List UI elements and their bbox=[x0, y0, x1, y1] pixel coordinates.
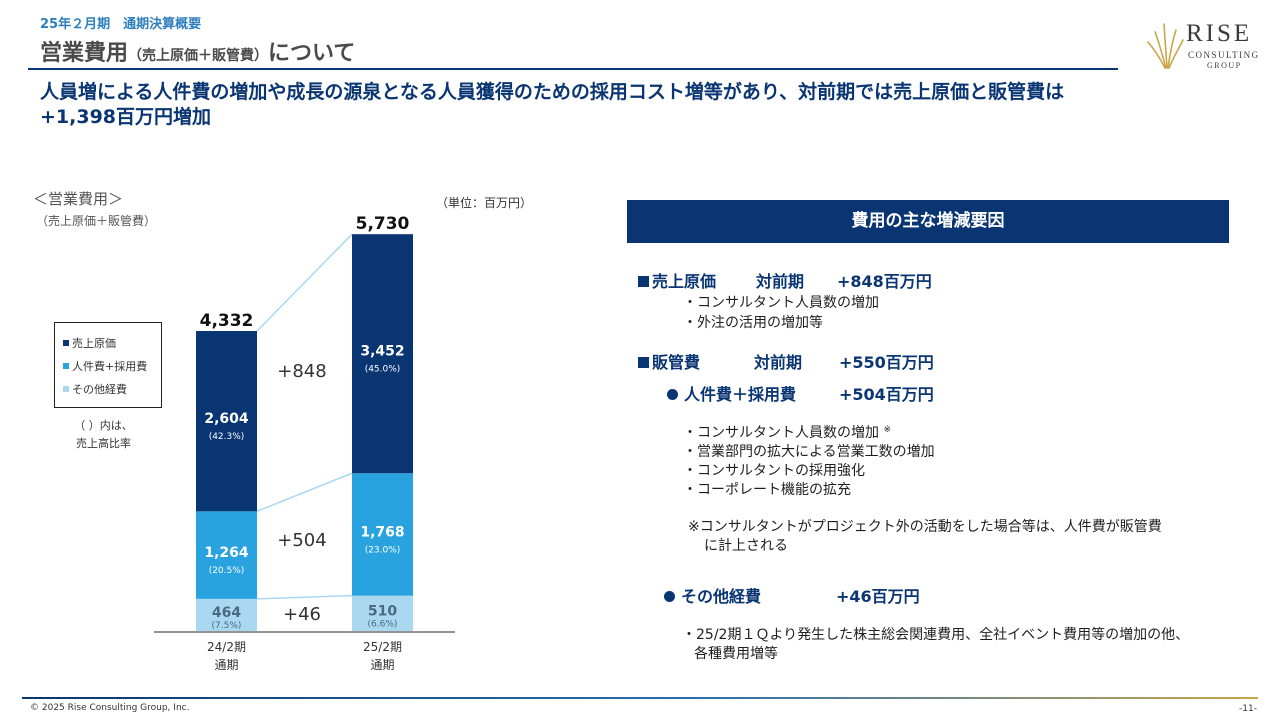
logo-subtext-1: CONSULTING bbox=[1188, 50, 1260, 60]
ratio-label-0-2: (42.3%) bbox=[209, 432, 245, 442]
personnel-label: 人件費＋採用費 bbox=[684, 385, 797, 404]
legend-label-other: その他経費 bbox=[72, 383, 127, 396]
total-label-1: 5,730 bbox=[356, 214, 410, 234]
other-items-line-2: 各種費用増等 bbox=[694, 646, 778, 662]
chart-title: ＜営業費用＞ bbox=[33, 190, 124, 208]
cogs-item-1: ・コンサルタント人員数の増加 bbox=[683, 295, 879, 311]
rise-logo-icon bbox=[1147, 23, 1184, 69]
cogs-vs: 対前期 bbox=[756, 272, 805, 291]
other-value: +46百万円 bbox=[836, 587, 920, 606]
legend-swatch-personnel bbox=[63, 363, 69, 369]
ratio-label-1-2: (45.0%) bbox=[365, 365, 401, 375]
category-label-0-0: 24/2期 bbox=[207, 640, 246, 654]
logo-subtext-2: GROUP bbox=[1207, 61, 1242, 70]
value-label-1-0: 510 bbox=[368, 603, 397, 619]
legend-item-other: その他経費 bbox=[63, 381, 127, 397]
other-label: その他経費 bbox=[681, 587, 762, 606]
value-label-0-1: 1,264 bbox=[204, 545, 249, 561]
personnel-item-1: ・コンサルタント人員数の増加 ※ bbox=[683, 425, 891, 441]
headline-line-1: 人員増による人件費の増加や成長の源泉となる人員獲得のための採用コスト増等があり、… bbox=[40, 81, 1065, 103]
legend-swatch-cogs bbox=[63, 340, 69, 346]
personnel-item-4: ・コーポレート機能の拡充 bbox=[683, 482, 851, 498]
circle-bullet-icon bbox=[664, 591, 675, 602]
cogs-label: 売上原価 bbox=[652, 272, 717, 291]
title-divider bbox=[28, 68, 1118, 70]
ratio-label-0-1: (20.5%) bbox=[209, 566, 245, 576]
page-number: -11- bbox=[1239, 704, 1257, 714]
cogs-heading: 売上原価 bbox=[638, 268, 716, 292]
title-paren: （売上原価＋販管費） bbox=[128, 48, 269, 64]
personnel-note-line-2: に計上される bbox=[704, 538, 788, 554]
other-heading: その他経費 bbox=[664, 583, 761, 607]
sga-value: +550百万円 bbox=[839, 353, 934, 372]
square-bullet-icon bbox=[638, 357, 649, 368]
headline-line-2: +1,398百万円増加 bbox=[40, 106, 212, 128]
chart-legend: 売上原価 人件費+採用費 その他経費 bbox=[54, 322, 162, 408]
ratio-label-1-1: (23.0%) bbox=[365, 545, 401, 555]
legend-label-personnel: 人件費+採用費 bbox=[72, 360, 148, 373]
legend-label-cogs: 売上原価 bbox=[72, 337, 116, 350]
personnel-item-2: ・営業部門の拡大による営業工数の増加 bbox=[683, 444, 935, 460]
value-label-1-1: 1,768 bbox=[360, 524, 404, 540]
bar-segment-0-1 bbox=[196, 511, 257, 599]
bar-segment-0-0 bbox=[196, 598, 257, 631]
other-items: ・25/2期１Ｑより発生した株主総会関連費用、全社イベント費用等の増加の他、 各… bbox=[682, 626, 1262, 664]
ratio-note: （ ）内は、 売上高比率 bbox=[56, 417, 151, 453]
sga-heading: 販管費 bbox=[638, 349, 700, 373]
legend-item-personnel: 人件費+採用費 bbox=[63, 358, 147, 374]
difference-label-0: +46 bbox=[283, 604, 321, 625]
personnel-value: +504百万円 bbox=[839, 385, 934, 404]
slide-subtitle: 25年２月期 通期決算概要 bbox=[40, 17, 202, 32]
slide-title: 営業費用（売上原価＋販管費）について bbox=[40, 35, 355, 67]
title-suffix: について bbox=[268, 41, 356, 66]
chart-unit: （単位：百万円） bbox=[436, 196, 533, 210]
chart-subtitle: （売上原価＋販管費） bbox=[36, 214, 157, 228]
other-items-line-1: ・25/2期１Ｑより発生した株主総会関連費用、全社イベント費用等の増加の他、 bbox=[682, 627, 1190, 643]
copyright: © 2025 Rise Consulting Group, Inc. bbox=[30, 703, 190, 713]
legend-item-cogs: 売上原価 bbox=[63, 335, 116, 351]
circle-bullet-icon bbox=[667, 389, 678, 400]
connector-line-2 bbox=[256, 233, 353, 332]
cogs-item-2: ・外注の活用の増加等 bbox=[683, 315, 823, 331]
headline: 人員増による人件費の増加や成長の源泉となる人員獲得のための採用コスト増等があり、… bbox=[40, 80, 1240, 130]
bar-segment-1-2 bbox=[352, 234, 413, 474]
bar-segment-1-1 bbox=[352, 473, 413, 596]
personnel-item-3: ・コンサルタントの採用強化 bbox=[683, 463, 865, 479]
bar-segment-1-0 bbox=[352, 595, 413, 631]
legend-swatch-other bbox=[63, 386, 69, 392]
value-label-1-2: 3,452 bbox=[360, 344, 404, 360]
sga-vs: 対前期 bbox=[754, 353, 803, 372]
category-label-0-1: 通期 bbox=[214, 658, 238, 672]
total-label-0: 4,332 bbox=[200, 311, 254, 331]
personnel-heading: 人件費＋採用費 bbox=[667, 381, 796, 405]
bar-segment-0-2 bbox=[196, 331, 257, 512]
footer-divider bbox=[22, 697, 1258, 699]
value-label-0-0: 464 bbox=[212, 605, 241, 621]
category-label-1-0: 25/2期 bbox=[363, 640, 402, 654]
ratio-label-0-0: (7.5%) bbox=[212, 621, 242, 631]
connector-line-0 bbox=[256, 594, 353, 600]
difference-label-1: +504 bbox=[277, 530, 326, 551]
ratio-note-line-2: 売上高比率 bbox=[76, 437, 131, 450]
personnel-note-line-1: ※コンサルタントがプロジェクト外の活動をした場合等は、人件費が販管費 bbox=[688, 519, 1162, 535]
category-label-1-1: 通期 bbox=[370, 658, 394, 672]
cogs-value: +848百万円 bbox=[837, 272, 932, 291]
stacked-bar-chart: 464(7.5%) 1,264 (20.5%) 2,604 (42.3%) 4,332 24… bbox=[154, 214, 455, 672]
sga-label: 販管費 bbox=[652, 353, 701, 372]
square-bullet-icon bbox=[638, 276, 649, 287]
connector-line-1 bbox=[256, 472, 353, 513]
ratio-note-line-1: （ ）内は、 bbox=[74, 419, 133, 432]
title-main: 営業費用 bbox=[40, 41, 129, 66]
logo-wordmark: RISE bbox=[1186, 20, 1253, 47]
personnel-note: ※コンサルタントがプロジェクト外の活動をした場合等は、人件費が販管費 に計上され… bbox=[688, 518, 1248, 556]
factors-panel-heading: 費用の主な増減要因 bbox=[627, 200, 1229, 243]
difference-label-2: +848 bbox=[277, 361, 326, 382]
value-label-0-2: 2,604 bbox=[204, 411, 249, 427]
ratio-label-1-0: (6.6%) bbox=[368, 619, 398, 629]
personnel-item-1-mark: ※ bbox=[883, 425, 891, 435]
